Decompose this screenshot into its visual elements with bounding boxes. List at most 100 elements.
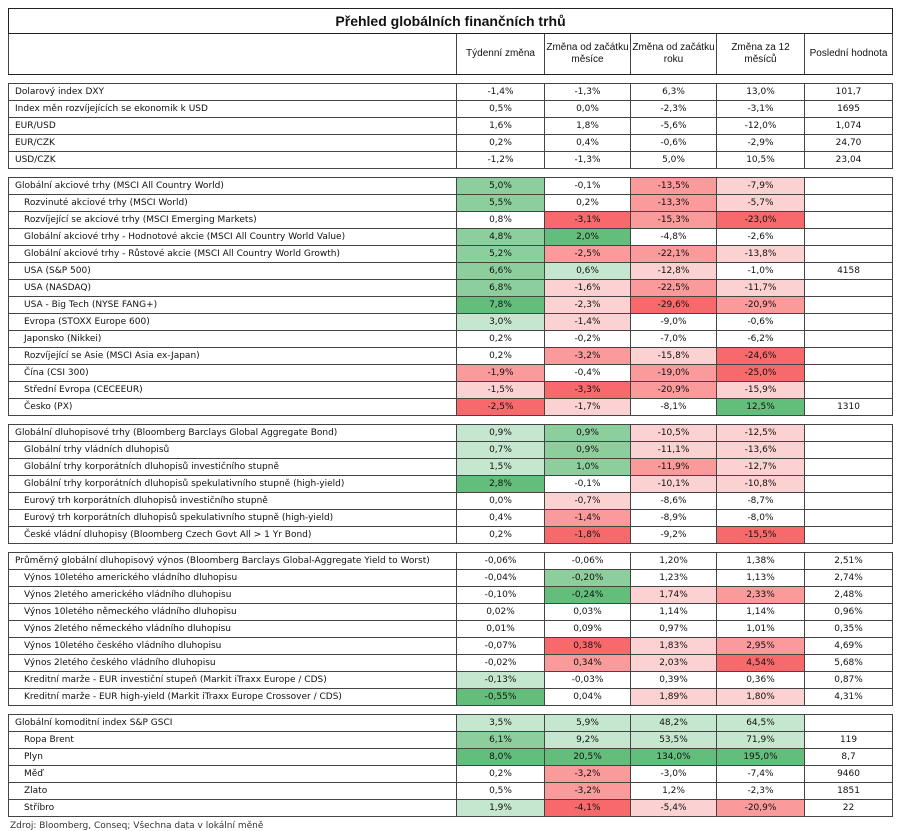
mtd-change-cell: -0,7% xyxy=(544,492,631,510)
table-row: Evropa (STOXX Europe 600) 3,0% -1,4% -9,0% -… xyxy=(8,313,894,331)
spacer-cell xyxy=(630,415,717,425)
last-value-cell xyxy=(803,245,894,263)
change-12m-cell: -1,0% xyxy=(716,262,805,280)
last-value-cell xyxy=(803,441,894,459)
row-label: Eurový trh korporátních dluhopisů spekul… xyxy=(8,509,457,527)
change-12m-cell: -15,9% xyxy=(716,381,805,399)
spacer-cell xyxy=(804,168,893,178)
change-12m-cell: -2,9% xyxy=(716,134,805,152)
change-12m-cell: -12,5% xyxy=(716,424,805,442)
mtd-change-cell: -0,03% xyxy=(544,671,631,689)
mtd-change-cell: 0,9% xyxy=(544,424,631,442)
weekly-change-cell: -0,04% xyxy=(456,569,545,587)
row-label: České vládní dluhopisy (Bloomberg Czech … xyxy=(8,526,457,544)
change-12m-cell: -2,6% xyxy=(716,228,805,246)
mtd-change-cell: 0,9% xyxy=(544,441,631,459)
ytd-change-cell: 0,39% xyxy=(630,671,717,689)
change-12m-cell: -7,9% xyxy=(716,177,805,195)
ytd-change-cell: -11,9% xyxy=(630,458,717,476)
last-value-cell xyxy=(803,475,894,493)
mtd-change-cell: -1,6% xyxy=(544,279,631,297)
weekly-change-cell: 0,01% xyxy=(456,620,545,638)
ytd-change-cell: -8,9% xyxy=(630,509,717,527)
group-spacer xyxy=(8,415,893,425)
change-12m-cell: -3,1% xyxy=(716,100,805,118)
weekly-change-cell: 0,5% xyxy=(456,100,545,118)
last-value-cell: 4,31% xyxy=(803,688,894,706)
weekly-change-cell: 1,6% xyxy=(456,117,545,135)
group-spacer xyxy=(8,705,893,715)
table-row: Dolarový index DXY -1,4% -1,3% 6,3% 13,0% 101… xyxy=(8,83,894,101)
table-row: Rozvíjející se akciové trhy (MSCI Emergi… xyxy=(8,211,894,229)
ytd-change-cell: -11,1% xyxy=(630,441,717,459)
change-12m-cell: -13,6% xyxy=(716,441,805,459)
table-title: Přehled globálních finančních trhů xyxy=(7,8,894,34)
mtd-change-cell: 0,38% xyxy=(544,637,631,655)
table-row: Výnos 10letého německého vládního dluhop… xyxy=(8,603,894,621)
change-12m-cell: 4,54% xyxy=(716,654,805,672)
row-label: Výnos 2letého německého vládního dluhopi… xyxy=(8,620,457,638)
table-body: Dolarový index DXY -1,4% -1,3% 6,3% 13,0% 101… xyxy=(8,74,894,817)
ytd-change-cell: -10,1% xyxy=(630,475,717,493)
spacer-cell xyxy=(456,74,545,84)
last-value-cell xyxy=(803,424,894,442)
row-label: EUR/CZK xyxy=(8,134,457,152)
spacer-cell xyxy=(544,74,631,84)
ytd-change-cell: -9,2% xyxy=(630,526,717,544)
ytd-change-cell: 1,2% xyxy=(630,782,717,800)
change-12m-cell: 1,14% xyxy=(716,603,805,621)
row-label: Výnos 10letého německého vládního dluhop… xyxy=(8,603,457,621)
change-12m-cell: -25,0% xyxy=(716,364,805,382)
last-value-cell: 119 xyxy=(803,731,894,749)
row-label: Kreditní marže - EUR high-yield (Markit … xyxy=(8,688,457,706)
table-row: USA (S&P 500) 6,6% 0,6% -12,8% -1,0% 4158 xyxy=(8,262,894,280)
ytd-change-cell: -10,5% xyxy=(630,424,717,442)
table-row: Globální trhy vládních dluhopisů 0,7% 0,9%… xyxy=(8,441,894,459)
row-label: Střední Evropa (CECEEUR) xyxy=(8,381,457,399)
spacer-cell xyxy=(456,705,545,715)
change-12m-cell: 2,33% xyxy=(716,586,805,604)
table-row: Globální akciové trhy - Růstové akcie (M… xyxy=(8,245,894,263)
mtd-change-cell: 9,2% xyxy=(544,731,631,749)
last-value-cell: 4,69% xyxy=(803,637,894,655)
row-label: Stříbro xyxy=(8,799,457,817)
mtd-change-cell: -3,2% xyxy=(544,765,631,783)
spacer-cell xyxy=(716,168,805,178)
table-row: Průměrný globální dluhopisový výnos (Blo… xyxy=(8,552,894,570)
weekly-change-cell: 2,8% xyxy=(456,475,545,493)
last-value-cell: 23,04 xyxy=(803,151,894,169)
last-value-cell xyxy=(803,296,894,314)
spacer-cell xyxy=(716,543,805,553)
weekly-change-cell: -0,07% xyxy=(456,637,545,655)
last-value-cell: 101,7 xyxy=(803,83,894,101)
group-spacer xyxy=(8,168,893,178)
last-value-cell xyxy=(803,364,894,382)
spacer-cell xyxy=(716,415,805,425)
last-value-cell xyxy=(803,279,894,297)
last-value-cell xyxy=(803,509,894,527)
ytd-change-cell: 1,20% xyxy=(630,552,717,570)
spacer-cell xyxy=(630,168,717,178)
row-label: Globální trhy vládních dluhopisů xyxy=(8,441,457,459)
last-value-cell: 0,35% xyxy=(803,620,894,638)
weekly-change-cell: 0,4% xyxy=(456,509,545,527)
table-row: Index měn rozvíjejících se ekonomik k US… xyxy=(8,100,894,118)
mtd-change-cell: 1,8% xyxy=(544,117,631,135)
table-row: Globální akciové trhy - Hodnotové akcie … xyxy=(8,228,894,246)
last-value-cell: 4158 xyxy=(803,262,894,280)
ytd-change-cell: 1,89% xyxy=(630,688,717,706)
spacer-cell xyxy=(8,705,457,715)
group-spacer xyxy=(8,74,893,84)
row-label: Měď xyxy=(8,765,457,783)
mtd-change-cell: -0,06% xyxy=(544,552,631,570)
row-label: Průměrný globální dluhopisový výnos (Blo… xyxy=(8,552,457,570)
ytd-change-cell: 2,03% xyxy=(630,654,717,672)
weekly-change-cell: 4,8% xyxy=(456,228,545,246)
change-12m-cell: -2,3% xyxy=(716,782,805,800)
table-row: Česko (PX) -2,5% -1,7% -8,1% 12,5% 1310 xyxy=(8,398,894,416)
ytd-change-cell: 6,3% xyxy=(630,83,717,101)
row-label: Eurový trh korporátních dluhopisů invest… xyxy=(8,492,457,510)
row-label: Japonsko (Nikkei) xyxy=(8,330,457,348)
last-value-cell xyxy=(803,211,894,229)
last-value-cell: 1,074 xyxy=(803,117,894,135)
